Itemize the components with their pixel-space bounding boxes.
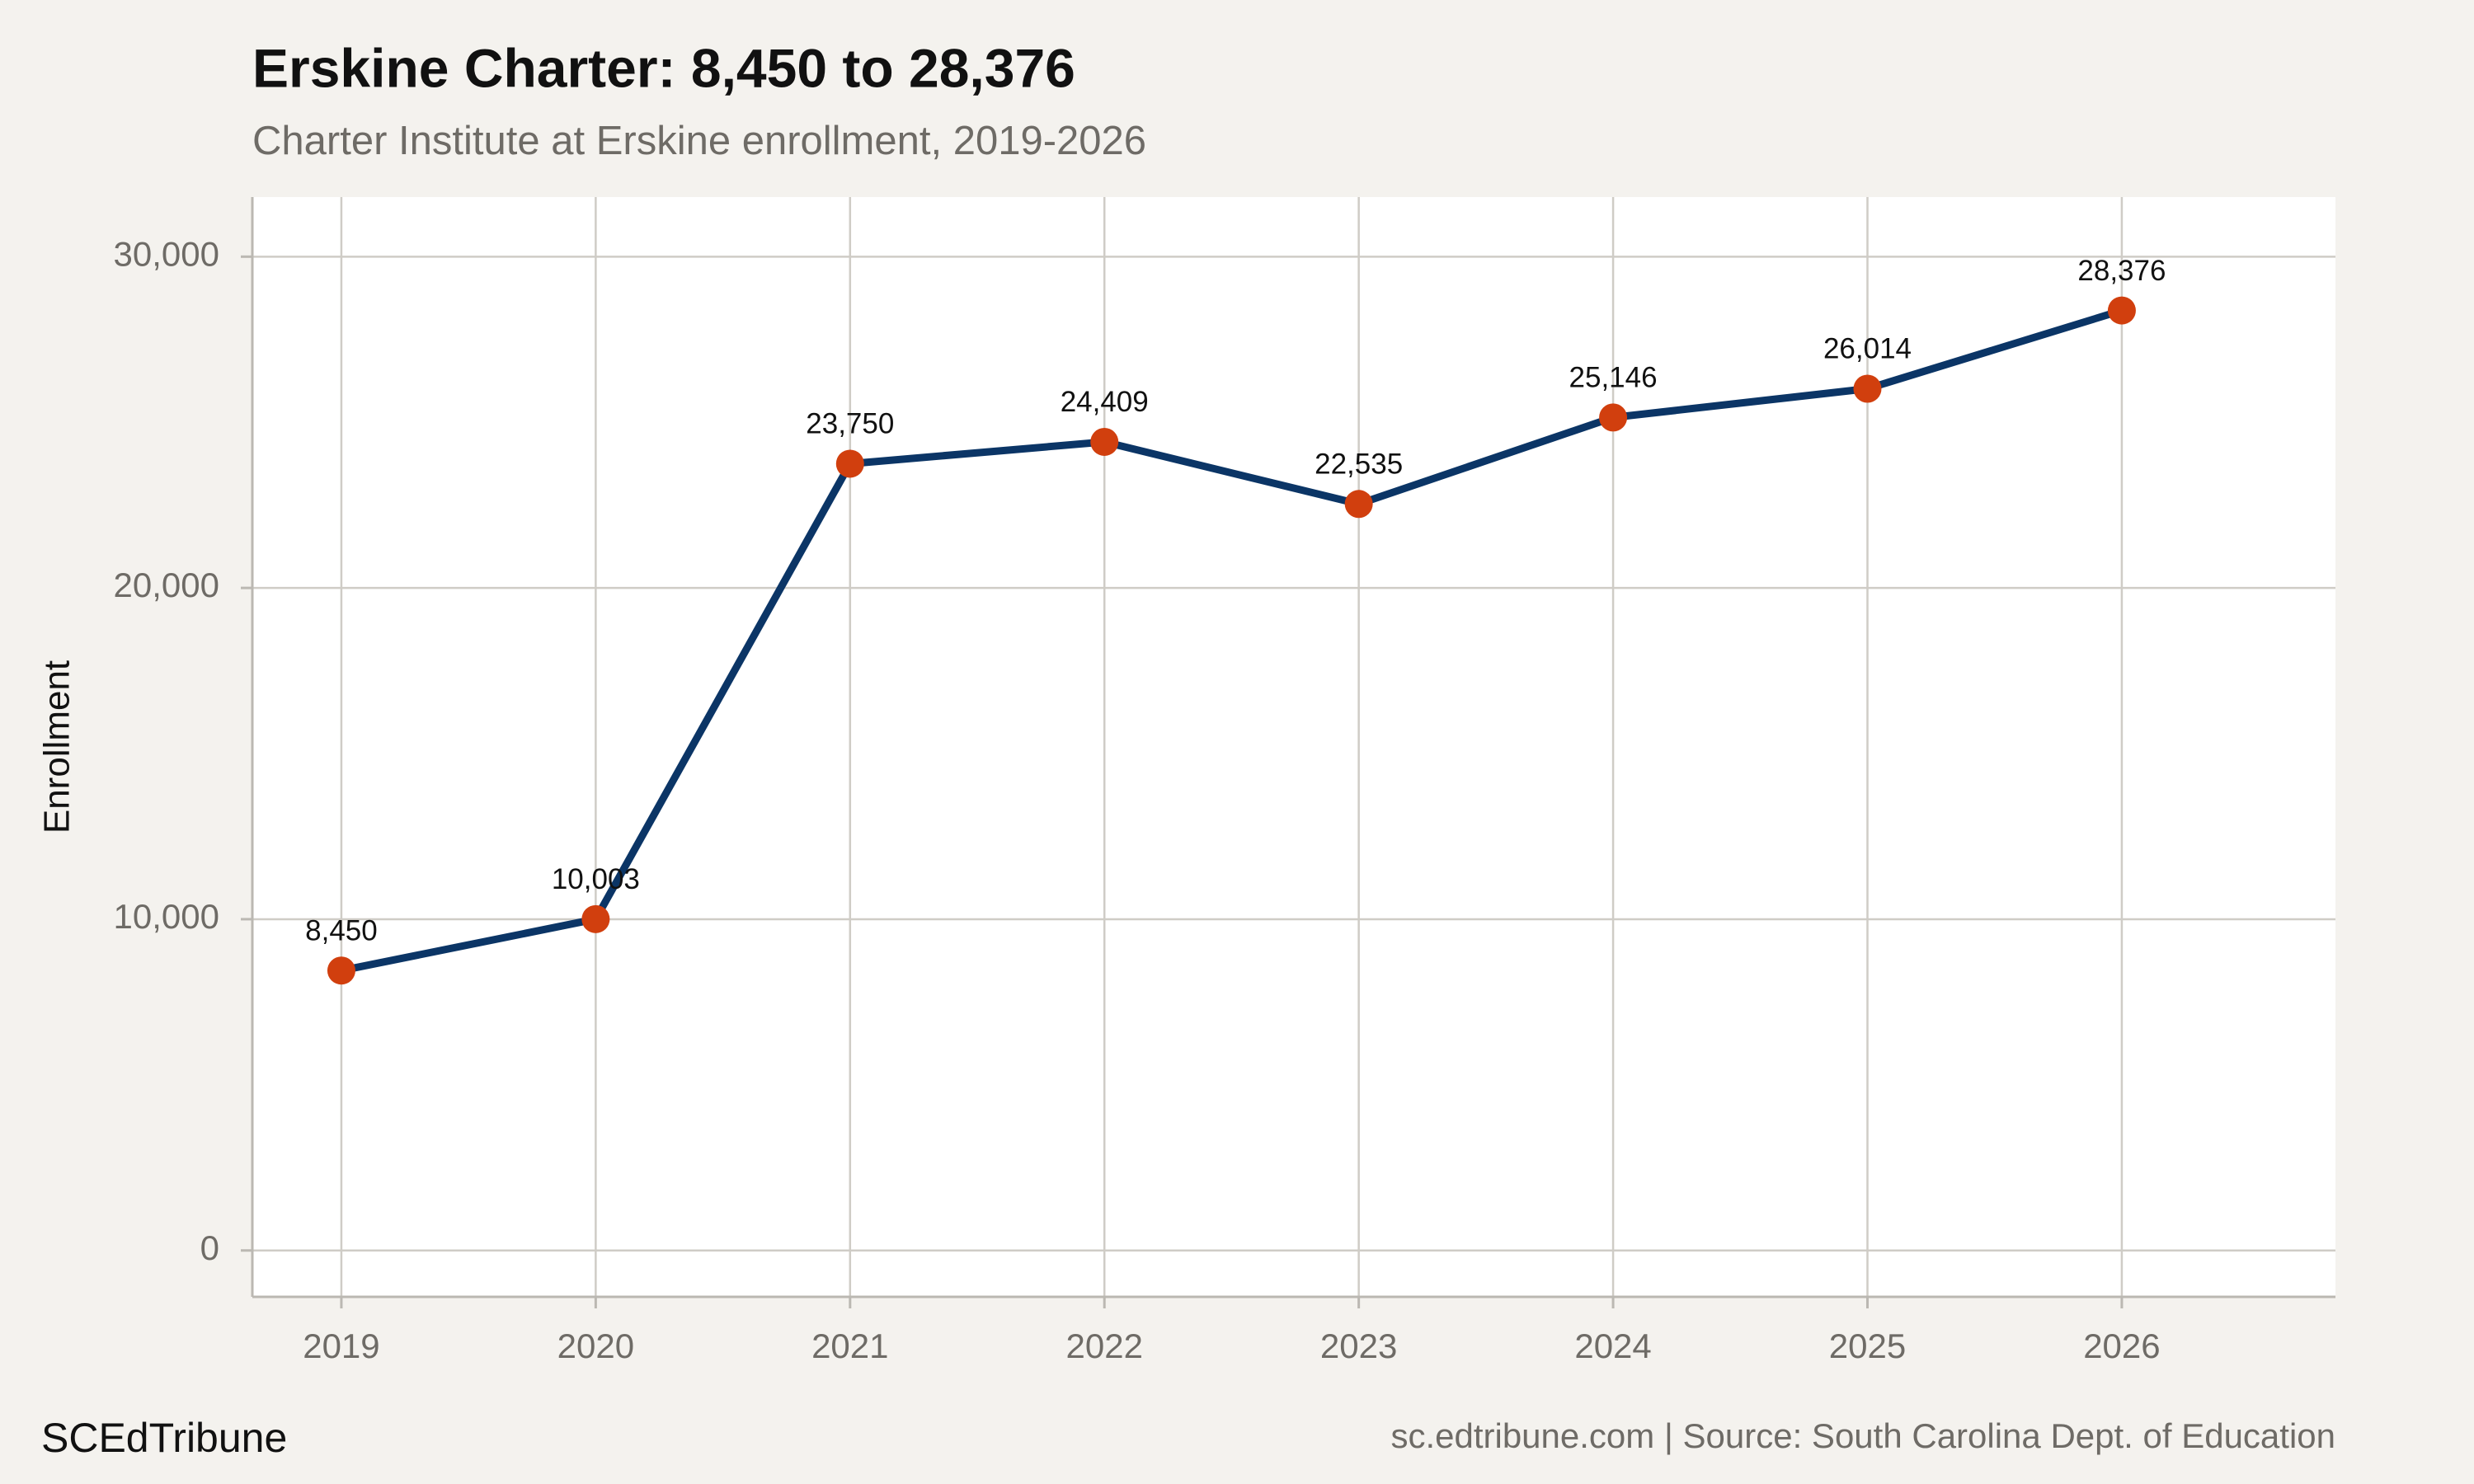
x-tick-label: 2021 [811, 1327, 888, 1365]
x-tick-label: 2025 [1829, 1327, 1906, 1365]
y-axis-label: Enrollment [37, 660, 78, 834]
data-label: 22,535 [1315, 448, 1403, 481]
data-label: 24,409 [1061, 386, 1149, 418]
y-tick-label: 10,000 [114, 897, 219, 936]
y-tick-label: 0 [200, 1228, 219, 1267]
x-tick-label: 2022 [1066, 1327, 1143, 1365]
y-tick-label: 30,000 [114, 234, 219, 273]
source-note: sc.edtribune.com | Source: South Carolin… [1390, 1416, 2335, 1455]
data-label: 8,450 [305, 914, 378, 946]
data-point [835, 449, 864, 478]
data-point [1853, 374, 1882, 403]
data-point [327, 956, 355, 985]
brand: SCEdTribune [41, 1415, 287, 1461]
y-tick-label: 20,000 [114, 566, 219, 604]
x-tick-label: 2020 [557, 1327, 634, 1365]
plot-panel [252, 197, 2335, 1297]
x-tick-label: 2023 [1320, 1327, 1397, 1365]
data-point [1344, 490, 1373, 519]
data-label: 10,003 [552, 863, 640, 895]
data-label: 25,146 [1569, 362, 1658, 394]
data-point [1599, 403, 1628, 432]
data-label: 23,750 [806, 408, 894, 440]
data-point [581, 904, 610, 933]
data-point [2107, 296, 2136, 325]
data-label: 26,014 [1823, 333, 1912, 365]
data-label: 28,376 [2077, 255, 2166, 287]
x-tick-label: 2026 [2083, 1327, 2160, 1365]
line [341, 307, 2124, 974]
chart-title: Erskine Charter: 8,450 to 28,376 [252, 37, 1075, 98]
x-tick-label: 2019 [303, 1327, 379, 1365]
chart-subtitle: Charter Institute at Erskine enrollment,… [252, 119, 1146, 163]
x-tick-label: 2024 [1574, 1327, 1651, 1365]
data-point [1090, 427, 1119, 456]
grid [252, 197, 2335, 1297]
